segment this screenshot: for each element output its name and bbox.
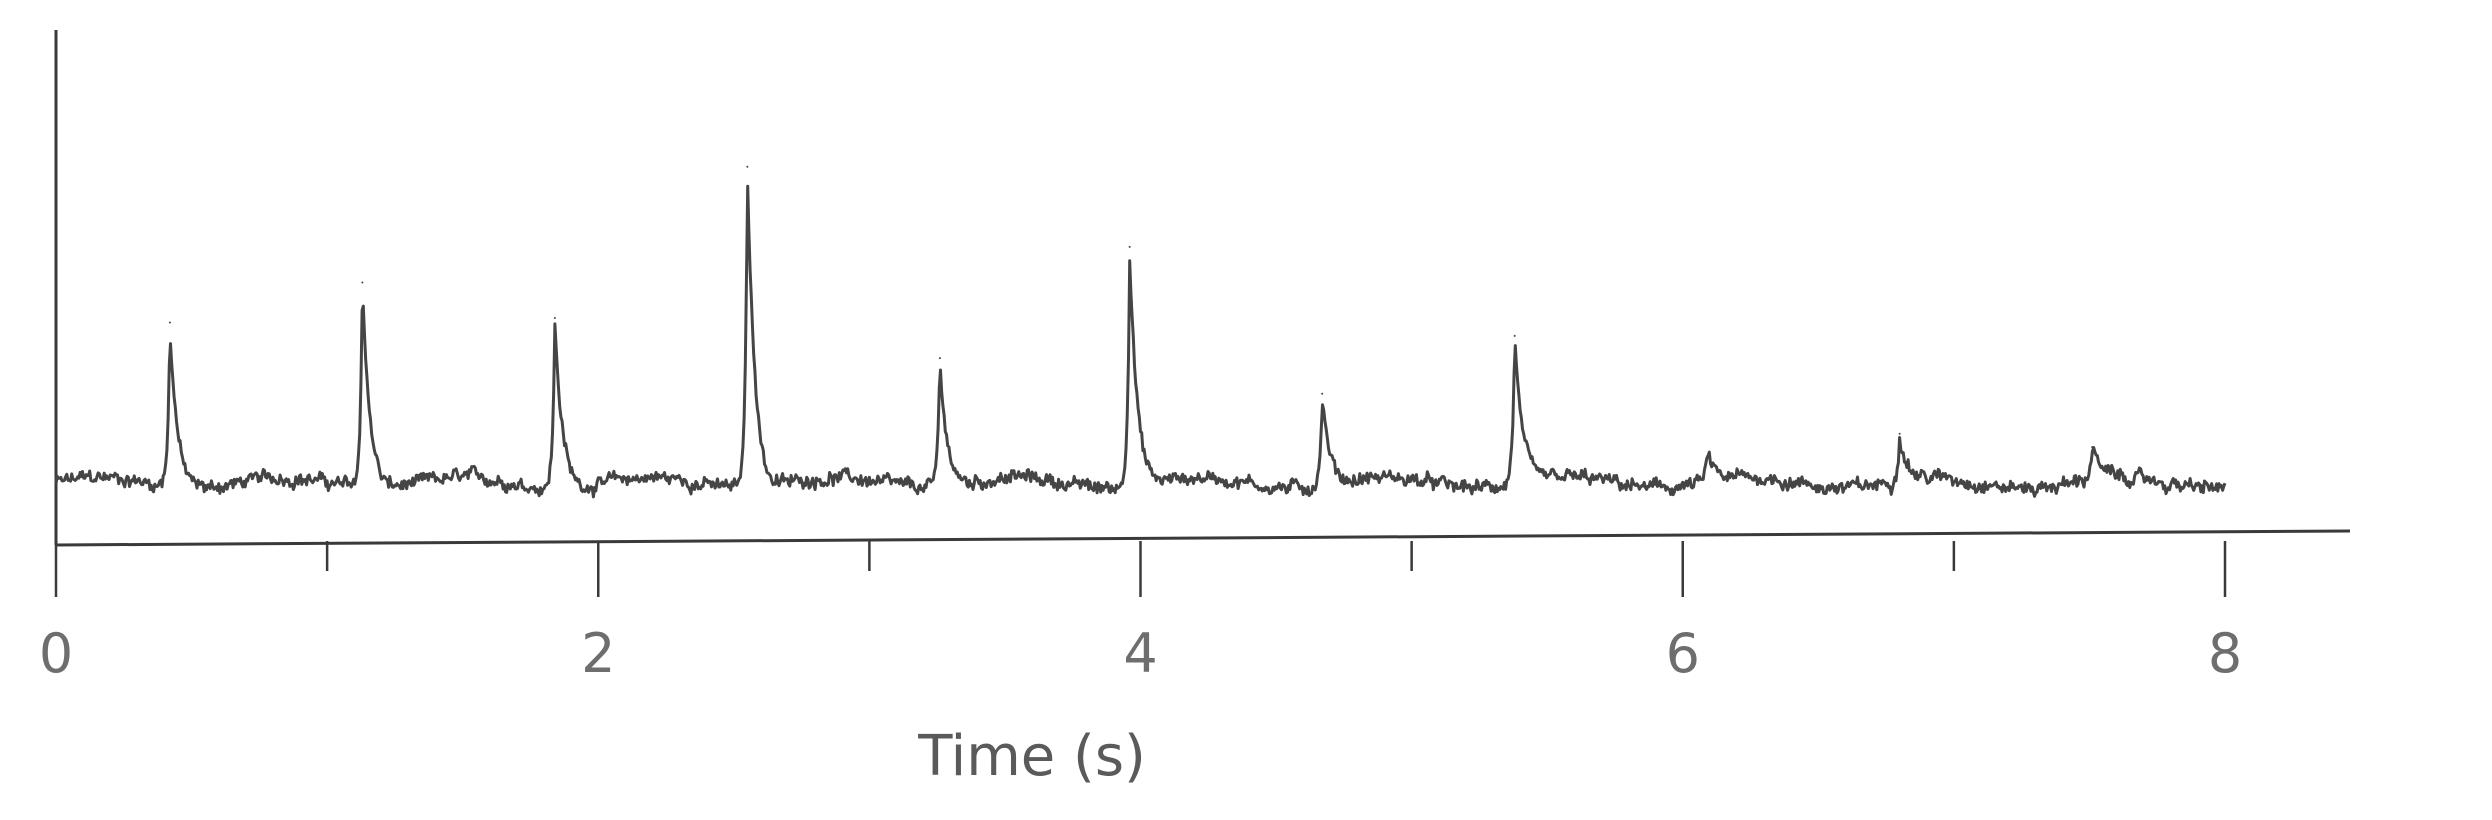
spike-peak-8 bbox=[1513, 334, 1516, 337]
x-axis-title: Time (s) bbox=[917, 724, 1146, 789]
x-axis-line bbox=[55, 529, 2351, 547]
x-tick-label-0: 0 bbox=[39, 622, 73, 685]
spike-peak-5 bbox=[938, 357, 941, 360]
spike-peak-9 bbox=[1706, 455, 1709, 457]
axes bbox=[54, 30, 2351, 547]
spike-peak-7 bbox=[1321, 392, 1324, 395]
spike-peak-11 bbox=[2091, 446, 2094, 449]
x-axis-ticks bbox=[54, 541, 2227, 597]
spike-peak-10 bbox=[1898, 432, 1901, 435]
spike-peak-1 bbox=[168, 321, 171, 324]
spike-peak-2 bbox=[361, 281, 364, 284]
signal-trace-line bbox=[54, 184, 2227, 499]
spike-peak-4 bbox=[746, 165, 749, 168]
signal-trace bbox=[54, 165, 2227, 499]
x-tick-label-2: 2 bbox=[581, 622, 615, 685]
spike-peak-6 bbox=[1128, 245, 1131, 248]
x-axis-tick-labels: 0 2 4 6 8 bbox=[39, 622, 2242, 685]
x-tick-label-6: 6 bbox=[1666, 622, 1700, 685]
spike-peak-3 bbox=[553, 317, 556, 320]
x-tick-label-8: 8 bbox=[2208, 622, 2242, 685]
x-tick-label-4: 4 bbox=[1123, 622, 1157, 685]
